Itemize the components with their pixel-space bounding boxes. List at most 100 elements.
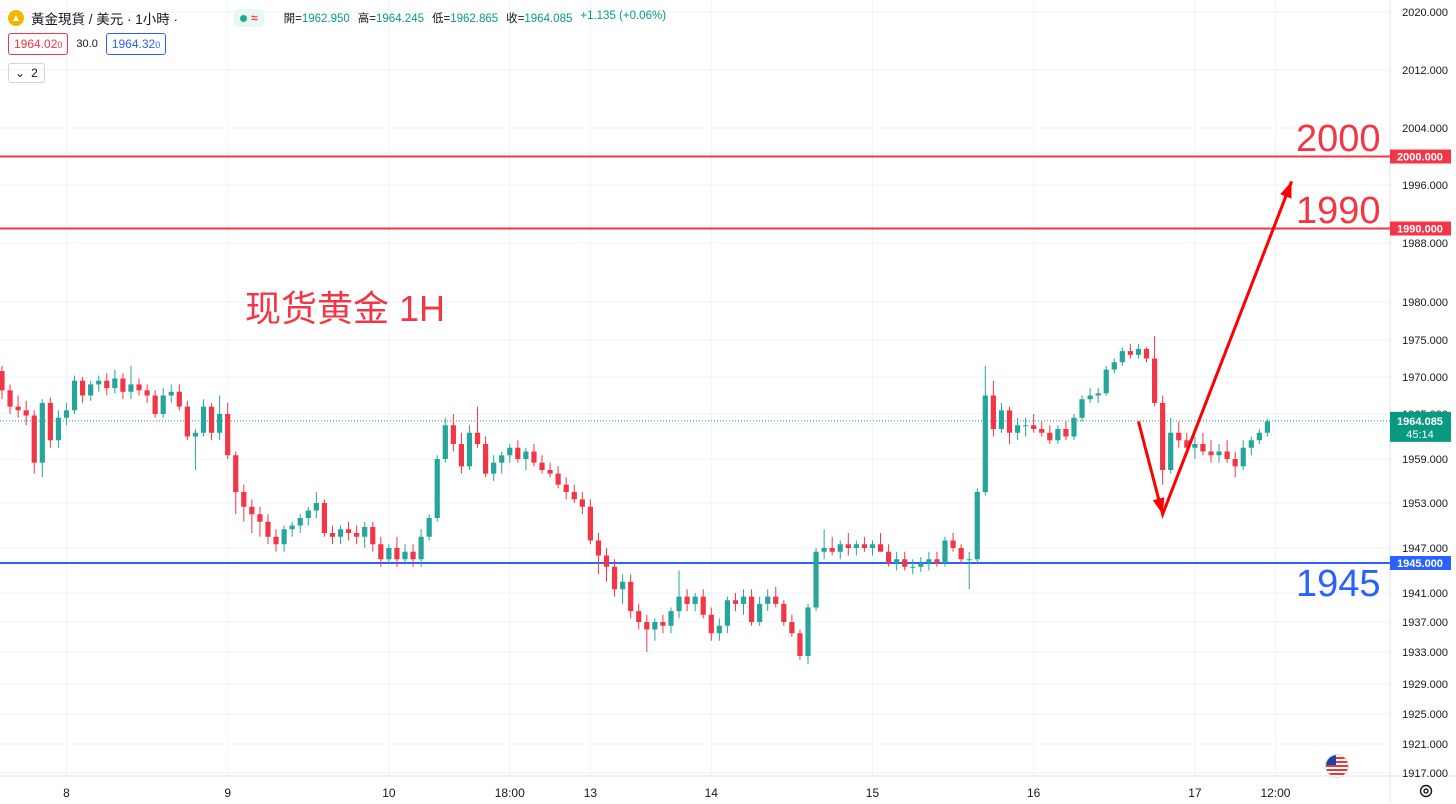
- level-2000-annotation[interactable]: 2000: [1296, 118, 1381, 160]
- settings-gear-icon[interactable]: [1418, 783, 1434, 799]
- candle-body[interactable]: [845, 544, 851, 548]
- candle-body[interactable]: [869, 544, 876, 548]
- candle-body[interactable]: [483, 444, 489, 474]
- candle-body[interactable]: [305, 510, 311, 519]
- candle-body[interactable]: [63, 410, 70, 418]
- candle-body[interactable]: [337, 529, 344, 537]
- candle-body[interactable]: [88, 384, 94, 396]
- candle-body[interactable]: [128, 384, 134, 392]
- candle-body[interactable]: [1256, 432, 1262, 441]
- candle-body[interactable]: [491, 462, 497, 474]
- candle-body[interactable]: [1216, 451, 1222, 456]
- candle-body[interactable]: [23, 410, 29, 416]
- market-status-pill[interactable]: ≈: [234, 9, 264, 27]
- candle-body[interactable]: [1006, 410, 1013, 433]
- candle-body[interactable]: [765, 596, 771, 604]
- candle-body[interactable]: [700, 596, 706, 615]
- candle-body[interactable]: [313, 503, 319, 511]
- candle-body[interactable]: [345, 529, 352, 533]
- candle-body[interactable]: [821, 548, 827, 552]
- candle-body[interactable]: [1200, 444, 1206, 452]
- candle-body[interactable]: [595, 540, 602, 556]
- candle-body[interactable]: [47, 402, 53, 441]
- candle-body[interactable]: [587, 506, 593, 541]
- candle-body[interactable]: [926, 559, 932, 563]
- candle-body[interactable]: [55, 417, 62, 441]
- candle-body[interactable]: [636, 611, 642, 622]
- candle-body[interactable]: [668, 611, 674, 626]
- candle-body[interactable]: [442, 425, 448, 459]
- candle-body[interactable]: [966, 559, 972, 561]
- candle-body[interactable]: [265, 521, 271, 537]
- candle-body[interactable]: [217, 414, 223, 433]
- candle-body[interactable]: [458, 444, 465, 467]
- candle-body[interactable]: [354, 533, 360, 537]
- candle-body[interactable]: [71, 380, 78, 411]
- candle-body[interactable]: [829, 548, 835, 552]
- candle-body[interactable]: [1087, 395, 1093, 400]
- candle-body[interactable]: [563, 484, 569, 492]
- candle-body[interactable]: [998, 410, 1005, 429]
- candle-body[interactable]: [1079, 399, 1085, 418]
- candle-body[interactable]: [660, 622, 666, 626]
- candle-body[interactable]: [257, 514, 263, 522]
- candle-body[interactable]: [321, 503, 327, 533]
- candle-body[interactable]: [781, 603, 787, 622]
- candle-body[interactable]: [724, 600, 730, 626]
- buy-price-button[interactable]: 1964.320: [105, 33, 167, 55]
- candle-body[interactable]: [370, 527, 376, 545]
- candle-body[interactable]: [402, 551, 408, 560]
- candle-body[interactable]: [1127, 351, 1133, 355]
- candle-body[interactable]: [757, 603, 763, 622]
- candle-body[interactable]: [652, 622, 658, 630]
- candle-body[interactable]: [96, 380, 102, 385]
- candle-body[interactable]: [233, 455, 239, 492]
- candle-body[interactable]: [378, 544, 384, 560]
- level-1945-annotation[interactable]: 1945: [1296, 563, 1381, 605]
- candle-body[interactable]: [386, 548, 392, 560]
- sell-price-button[interactable]: 1964.020: [8, 33, 69, 55]
- candle-body[interactable]: [1143, 348, 1150, 359]
- candle-body[interactable]: [676, 596, 682, 612]
- candle-body[interactable]: [273, 536, 279, 545]
- candle-body[interactable]: [684, 596, 690, 604]
- candle-body[interactable]: [192, 432, 199, 437]
- candle-body[interactable]: [249, 506, 255, 515]
- candle-body[interactable]: [515, 447, 521, 459]
- candle-body[interactable]: [990, 395, 996, 430]
- candle-body[interactable]: [184, 406, 190, 437]
- candle-body[interactable]: [31, 415, 37, 463]
- candle-body[interactable]: [1176, 432, 1182, 441]
- candle-body[interactable]: [910, 566, 916, 568]
- candle-body[interactable]: [1047, 432, 1053, 441]
- candle-body[interactable]: [644, 622, 650, 630]
- candle-body[interactable]: [160, 395, 166, 415]
- candle-body[interactable]: [1039, 429, 1045, 433]
- candle-body[interactable]: [974, 492, 980, 560]
- candle-body[interactable]: [152, 395, 158, 415]
- candle-body[interactable]: [603, 555, 610, 567]
- candle-body[interactable]: [1184, 440, 1190, 448]
- candle-body[interactable]: [531, 451, 537, 463]
- candle-body[interactable]: [281, 529, 287, 545]
- candle-body[interactable]: [1240, 447, 1246, 467]
- candle-body[interactable]: [466, 432, 473, 467]
- candle-body[interactable]: [1135, 348, 1142, 355]
- candle-body[interactable]: [853, 544, 859, 548]
- candle-body[interactable]: [692, 596, 698, 604]
- candle-body[interactable]: [39, 402, 45, 463]
- candle-body[interactable]: [716, 625, 722, 634]
- candle-body[interactable]: [1224, 451, 1230, 460]
- candle-body[interactable]: [104, 380, 110, 389]
- candle-body[interactable]: [934, 559, 940, 563]
- candle-body[interactable]: [1014, 425, 1021, 433]
- indicators-toggle-button[interactable]: ⌄ 2: [8, 63, 45, 83]
- candle-body[interactable]: [539, 462, 545, 470]
- candle-body[interactable]: [877, 544, 884, 552]
- candle-body[interactable]: [450, 425, 456, 444]
- candle-body[interactable]: [1063, 429, 1069, 437]
- candle-body[interactable]: [740, 596, 747, 604]
- candle-body[interactable]: [813, 551, 819, 608]
- candle-body[interactable]: [144, 390, 150, 396]
- candle-body[interactable]: [748, 596, 755, 622]
